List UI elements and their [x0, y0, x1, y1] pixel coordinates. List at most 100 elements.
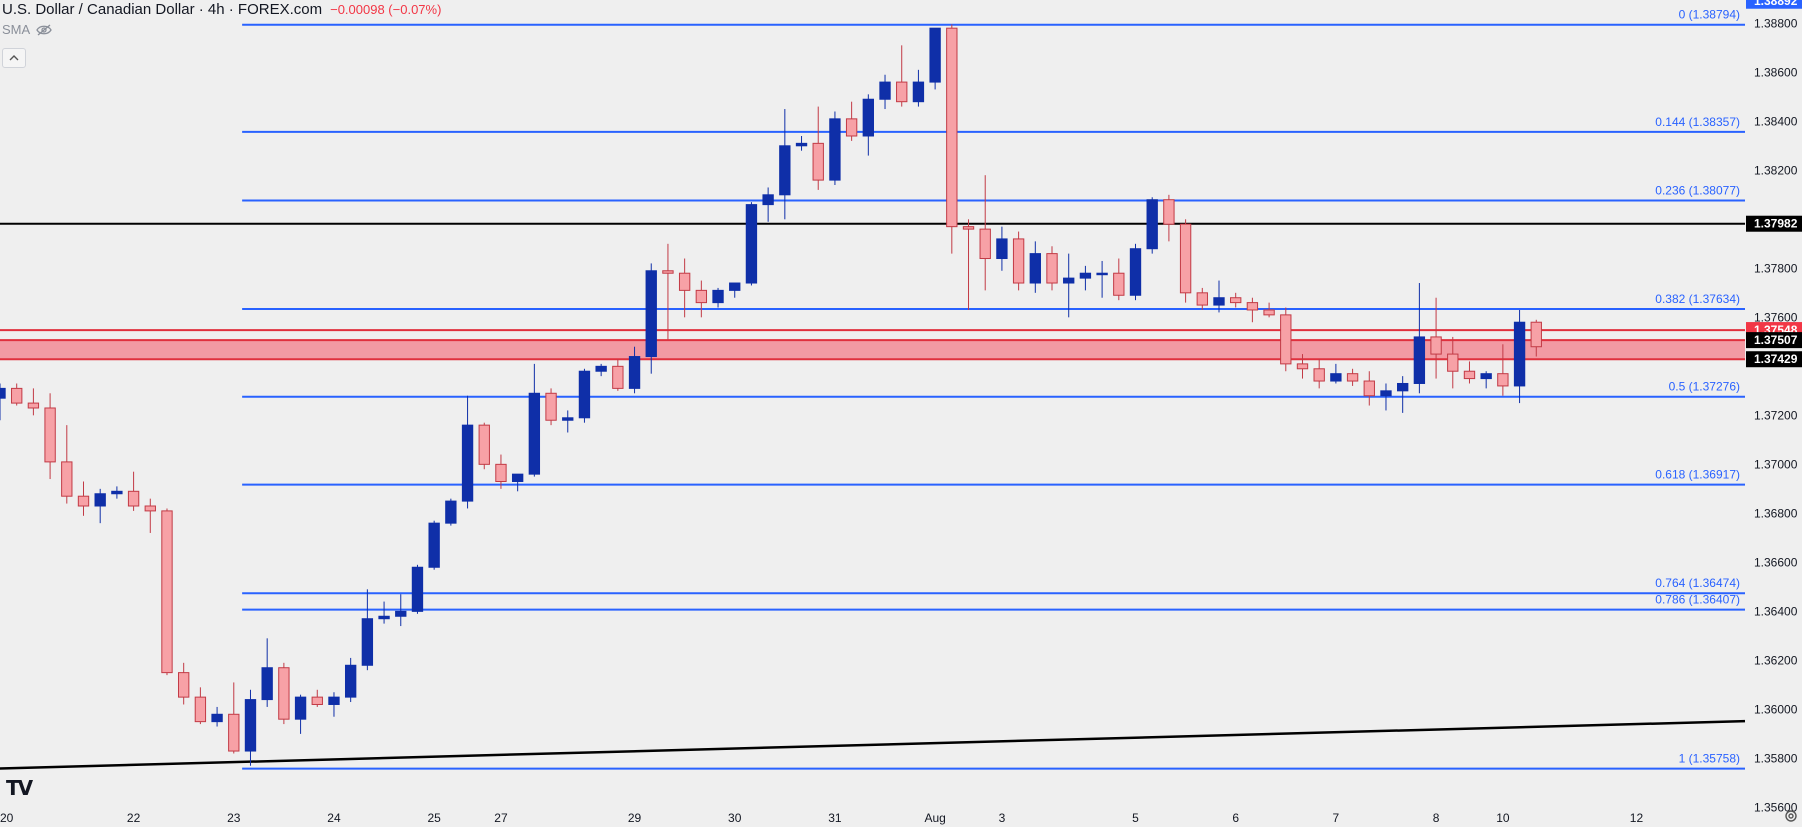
candle-bearish[interactable] [161, 508, 173, 676]
candle-bullish[interactable] [1397, 376, 1409, 413]
candle-bearish[interactable] [1012, 231, 1025, 291]
badge-zone-top[interactable]: 1.37507 [1746, 332, 1802, 349]
candle-bearish[interactable] [278, 662, 290, 725]
price-axis[interactable] [1746, 0, 1802, 827]
candle-bullish[interactable] [1480, 371, 1492, 389]
candle-bullish[interactable] [94, 488, 106, 524]
candle-bullish[interactable] [294, 694, 307, 734]
candle-bullish[interactable] [1129, 243, 1142, 301]
gear-icon[interactable] [1784, 809, 1798, 823]
candle-bullish[interactable] [445, 498, 457, 526]
candle-bearish[interactable] [962, 219, 975, 310]
candle-bullish[interactable] [428, 520, 440, 570]
candle-bearish[interactable] [1113, 258, 1125, 301]
candle-bullish[interactable] [1079, 265, 1092, 291]
collapse-legend-button[interactable] [2, 48, 26, 68]
candle-bearish[interactable] [127, 471, 140, 511]
candle-bullish[interactable] [1513, 309, 1526, 404]
symbol-title[interactable]: U.S. Dollar / Canadian Dollar · 4h · FOR… [2, 0, 323, 18]
candle-bearish[interactable] [1263, 302, 1275, 318]
candle-bullish[interactable] [996, 226, 1008, 271]
candle-bullish[interactable] [745, 202, 758, 286]
candle-bullish[interactable] [0, 383, 6, 421]
candle-bearish[interactable] [695, 280, 708, 318]
candle-bearish[interactable] [194, 687, 207, 725]
candle-bullish[interactable] [562, 410, 574, 433]
candle-bullish[interactable] [378, 601, 390, 624]
candle-bearish[interactable] [77, 481, 90, 516]
candle-bearish[interactable] [228, 682, 240, 754]
candle-bearish[interactable] [1230, 292, 1242, 308]
candle-bullish[interactable] [411, 564, 424, 614]
candle-bullish[interactable] [779, 109, 791, 220]
candle-bullish[interactable] [595, 363, 607, 377]
resistance-zone[interactable] [0, 340, 1745, 360]
candle-bullish[interactable] [395, 594, 407, 627]
candle-bearish[interactable] [1196, 287, 1208, 310]
candle-bullish[interactable] [1096, 260, 1108, 298]
candle-bearish[interactable] [178, 662, 190, 705]
candle-bearish[interactable] [1179, 219, 1192, 303]
candle-bullish[interactable] [645, 263, 657, 374]
candle-bearish[interactable] [1280, 307, 1292, 372]
candle-bullish[interactable] [1029, 241, 1041, 293]
candle-bullish[interactable] [1146, 197, 1158, 254]
candle-bearish[interactable] [1497, 344, 1509, 396]
candle-bullish[interactable] [1063, 253, 1075, 318]
candle-bullish[interactable] [211, 706, 223, 727]
candle-bullish[interactable] [879, 74, 891, 110]
candle-bullish[interactable] [912, 69, 925, 107]
candle-bearish[interactable] [1346, 368, 1359, 386]
badge-zone-bottom[interactable]: 1.37429 [1746, 351, 1802, 368]
candle-bullish[interactable] [862, 94, 875, 156]
candle-bearish[interactable] [11, 383, 23, 406]
candle-bullish[interactable] [361, 589, 374, 671]
candle-bullish[interactable] [578, 368, 591, 423]
candle-bullish[interactable] [829, 111, 841, 186]
candle-bullish[interactable] [511, 473, 524, 492]
candle-bullish[interactable] [461, 395, 474, 509]
candle-bearish[interactable] [979, 175, 991, 291]
candle-bearish[interactable] [1313, 358, 1325, 389]
candle-bearish[interactable] [1447, 336, 1459, 389]
tradingview-logo[interactable]: TV [6, 776, 33, 800]
candle-bearish[interactable] [545, 388, 557, 426]
candle-bullish[interactable] [344, 657, 357, 703]
candle-bullish[interactable] [762, 187, 774, 222]
candle-bearish[interactable] [1363, 371, 1375, 406]
candle-bullish[interactable] [929, 27, 941, 90]
candle-bearish[interactable] [946, 24, 958, 254]
candle-bearish[interactable] [1430, 297, 1442, 379]
candle-bearish[interactable] [845, 101, 858, 141]
time-axis[interactable] [0, 808, 1745, 827]
candle-bearish[interactable] [612, 358, 624, 391]
badge-current-price[interactable]: 1.38892 [1746, 0, 1802, 9]
candle-bearish[interactable] [27, 388, 40, 416]
candle-bearish[interactable] [495, 454, 507, 489]
candle-bearish[interactable] [1046, 246, 1058, 291]
candle-bearish[interactable] [311, 689, 323, 707]
candle-bearish[interactable] [1463, 361, 1476, 384]
badge-horizontal-line[interactable]: 1.37982 [1746, 215, 1802, 232]
candle-bearish[interactable] [1530, 319, 1542, 357]
eye-crossed-icon[interactable] [36, 24, 52, 36]
candle-bullish[interactable] [528, 363, 541, 477]
candle-bearish[interactable] [1246, 297, 1259, 323]
trendline[interactable] [0, 719, 1746, 770]
candle-bullish[interactable] [712, 287, 724, 308]
candle-bearish[interactable] [1163, 194, 1175, 242]
candle-bullish[interactable] [328, 692, 340, 717]
indicator-label-sma[interactable]: SMA [2, 22, 31, 37]
candle-bullish[interactable] [261, 638, 273, 707]
candle-bearish[interactable] [61, 425, 73, 504]
candle-bearish[interactable] [144, 498, 156, 533]
candle-bullish[interactable] [111, 486, 123, 499]
candle-bearish[interactable] [478, 422, 490, 470]
candle-bullish[interactable] [1380, 383, 1392, 411]
candle-bearish[interactable] [678, 258, 691, 318]
candle-bullish[interactable] [729, 282, 741, 298]
candle-bullish[interactable] [244, 689, 257, 766]
candle-bullish[interactable] [628, 346, 641, 394]
candle-bearish[interactable] [1296, 354, 1309, 379]
